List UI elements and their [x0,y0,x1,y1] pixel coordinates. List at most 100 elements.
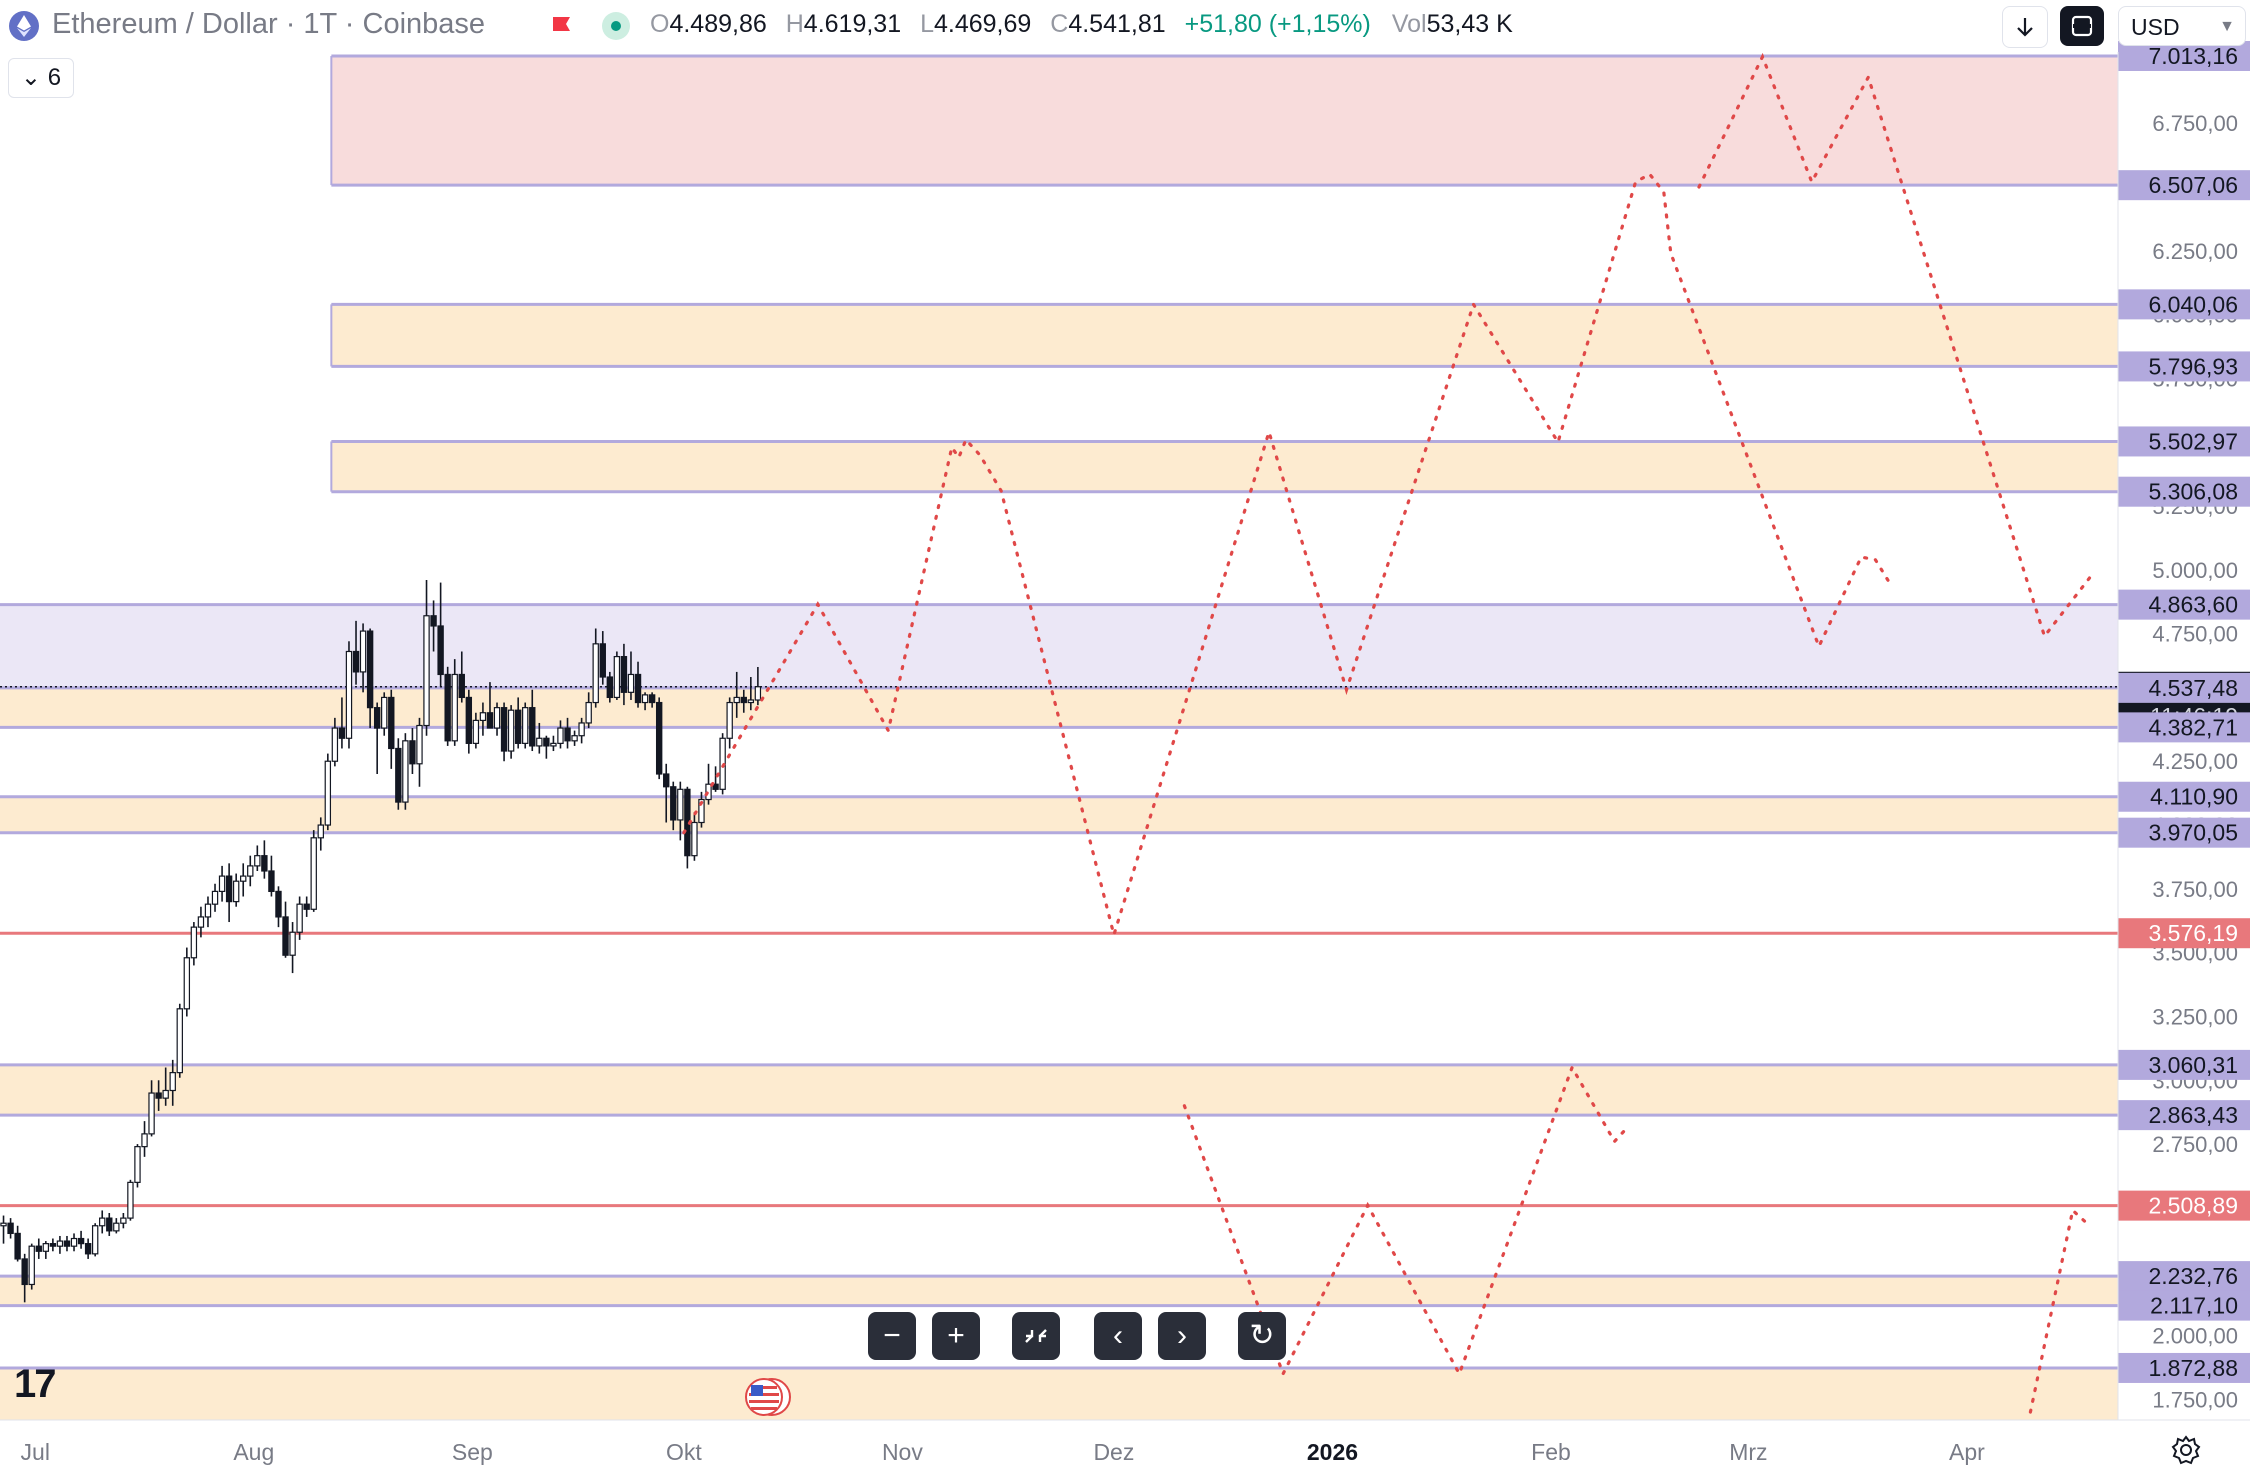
candle[interactable] [261,840,268,879]
zoom-in-button[interactable]: + [932,1312,980,1360]
candle[interactable] [416,717,423,787]
candle[interactable] [754,666,762,706]
candle[interactable] [500,702,508,762]
candle[interactable] [578,717,585,744]
candle[interactable] [275,886,282,928]
reset-chart-button[interactable]: ↻ [1238,1312,1286,1360]
candle[interactable] [437,582,444,688]
candle[interactable] [232,873,240,907]
candle[interactable] [21,1253,28,1303]
candle[interactable] [677,781,684,841]
candle[interactable] [550,735,557,752]
candle[interactable] [465,689,473,754]
candle[interactable] [458,651,465,703]
price-label[interactable]: 5.796,93 [2118,351,2250,382]
price-label[interactable]: 2.508,89 [2118,1190,2250,1221]
candle[interactable] [331,717,339,767]
currency-select[interactable]: USD ▼ [2118,6,2246,46]
candle[interactable] [169,1059,176,1106]
candle[interactable] [218,865,226,902]
price-label[interactable]: 5.306,08 [2118,476,2250,507]
candle[interactable] [627,651,635,700]
flag-icon[interactable] [548,12,576,40]
candle[interactable] [451,659,458,746]
scroll-left-button[interactable]: ‹ [1094,1312,1142,1360]
indicators-toggle[interactable]: ⌄ 6 [8,58,74,98]
candle[interactable] [634,661,642,708]
candle[interactable] [712,766,719,792]
candle[interactable] [366,628,374,729]
candle[interactable] [0,1215,7,1244]
candle[interactable] [557,720,564,749]
candle[interactable] [134,1144,141,1188]
candle[interactable] [613,651,621,700]
candle[interactable] [536,722,543,754]
candle[interactable] [113,1218,120,1234]
zoom-out-button[interactable]: − [868,1312,916,1360]
candle[interactable] [444,666,451,746]
zone-4[interactable] [0,687,2118,728]
candle[interactable] [663,763,670,823]
candle[interactable] [42,1241,50,1259]
price-label[interactable]: 6.040,06 [2118,289,2250,320]
candle[interactable] [345,641,353,749]
tradingview-logo[interactable]: 17 [14,1362,56,1406]
candle[interactable] [204,896,212,928]
candle[interactable] [479,702,487,736]
candle[interactable] [359,623,367,693]
candle[interactable] [592,628,599,708]
candle[interactable] [91,1223,99,1257]
candle[interactable] [691,812,698,861]
projection-path-3[interactable] [2028,1207,2089,1414]
candle[interactable] [155,1080,162,1111]
candle[interactable] [381,692,388,736]
price-label[interactable]: 4.382,71 [2118,712,2250,743]
candle[interactable] [486,682,494,729]
sync-button[interactable] [2060,6,2104,46]
price-label[interactable]: 3.970,05 [2118,817,2250,848]
candle[interactable] [373,702,381,775]
candle[interactable] [705,763,712,805]
price-label[interactable]: 6.507,06 [2118,170,2250,201]
candle[interactable] [733,671,740,718]
candle[interactable] [141,1121,148,1157]
candle[interactable] [99,1210,106,1234]
candle[interactable] [409,728,416,775]
candle[interactable] [684,786,691,869]
candle[interactable] [338,697,346,749]
zone-8[interactable] [0,1367,2118,1420]
candle[interactable] [240,863,247,897]
candle[interactable] [726,697,733,749]
candle[interactable] [430,600,437,652]
zone-0[interactable] [331,56,2119,186]
candle[interactable] [211,883,219,912]
candle[interactable] [49,1238,57,1252]
price-label[interactable]: 4.863,60 [2118,589,2250,620]
candle[interactable] [747,677,755,711]
candle[interactable] [63,1235,71,1252]
candle[interactable] [247,855,254,887]
price-label[interactable]: 7.013,16 [2118,41,2250,71]
candle[interactable] [402,733,409,810]
candle[interactable] [282,901,289,958]
candle[interactable] [28,1243,35,1290]
candle[interactable] [120,1212,127,1229]
candle[interactable] [599,631,606,685]
candle[interactable] [571,730,578,746]
price-label[interactable]: 1.872,88 [2118,1352,2250,1383]
price-label[interactable]: 2.863,43 [2118,1100,2250,1131]
candle[interactable] [183,947,191,1017]
zone-2[interactable] [331,441,2119,492]
price-label[interactable]: 2.117,10 [2118,1290,2250,1321]
candle[interactable] [388,689,395,769]
price-label[interactable]: 4.110,90 [2118,781,2250,812]
candle[interactable] [225,863,233,923]
candle[interactable] [56,1235,64,1254]
candle[interactable] [606,671,614,703]
candle[interactable] [352,620,360,685]
candle[interactable] [176,1003,183,1078]
candle[interactable] [77,1230,85,1249]
candle[interactable] [127,1179,134,1221]
candle[interactable] [493,702,501,736]
